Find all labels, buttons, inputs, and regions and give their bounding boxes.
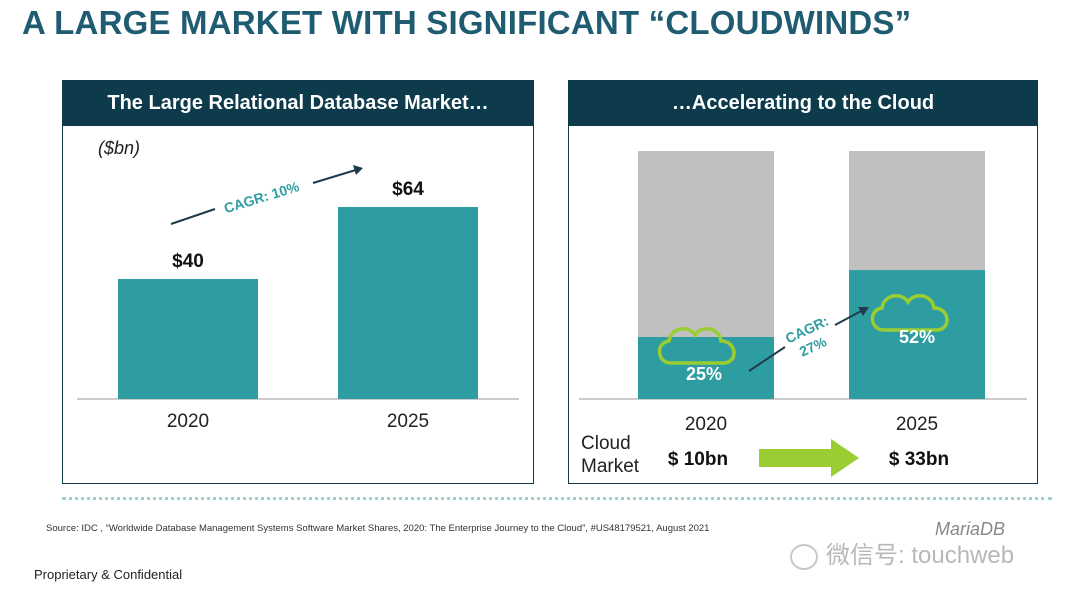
growth-arrow [759,439,859,477]
dotted-divider [62,497,1052,500]
cagr-arrow-head [858,307,869,316]
right-stacked-bar-chart: 25% 52% CAGR: 27% 2020 2025 Cloud Market… [579,151,1027,477]
bar-2020 [118,279,258,399]
cloud-share-2025: 52% [899,327,935,347]
cloud-icon [870,294,949,332]
right-chart-title: …Accelerating to the Cloud [569,81,1037,126]
cagr-arrow-line-left [170,208,216,225]
cagr-arrow-head [353,165,363,175]
footer-text: Proprietary & Confidential [34,567,183,582]
source-note: Source: IDC , “Worldwide Database Manage… [46,523,710,534]
cloud-market-value-2020: $ 10bn [668,449,728,470]
value-label-2025: $64 [392,179,424,200]
cloud-market-label-line1: Cloud [581,433,631,454]
brand-logo: MariaDB [935,519,1006,539]
cagr-label: CAGR: 10% [222,178,302,216]
cagr-arrow-line-lower [748,346,786,372]
bar-2025 [338,207,478,399]
unit-label: ($bn) [98,138,141,158]
cloud-share-2020: 25% [686,364,722,384]
wechat-icon [790,543,818,570]
cagr-arrow-line-right [312,168,360,184]
left-chart-panel: The Large Relational Database Market… ($… [62,80,534,484]
watermark: 微信号: touchweb [790,535,1014,570]
category-label-2020: 2020 [167,411,209,432]
category-label-2025: 2025 [387,411,429,432]
value-label-2020: $40 [172,251,204,272]
cloud-market-value-2025: $ 33bn [889,449,949,470]
bar-other-2025 [849,151,985,271]
cagr-arrow-line-upper [834,308,866,326]
right-chart-panel: …Accelerating to the Cloud 25% 52% CAGR:… [568,80,1038,484]
left-chart-title: The Large Relational Database Market… [63,81,533,126]
watermark-text: 微信号: touchweb [826,542,1015,569]
cloud-market-label-line2: Market [581,456,640,477]
cloud-icon [657,327,736,365]
category-label-2025: 2025 [896,414,938,435]
left-bar-chart: $40 $64 2020 2025 CAGR: 10% [77,165,519,432]
slide-title: A LARGE MARKET WITH SIGNIFICANT “CLOUDWI… [22,4,912,41]
bar-cloud-2025 [849,270,985,399]
bar-other-2020 [638,151,774,337]
category-label-2020: 2020 [685,414,727,435]
